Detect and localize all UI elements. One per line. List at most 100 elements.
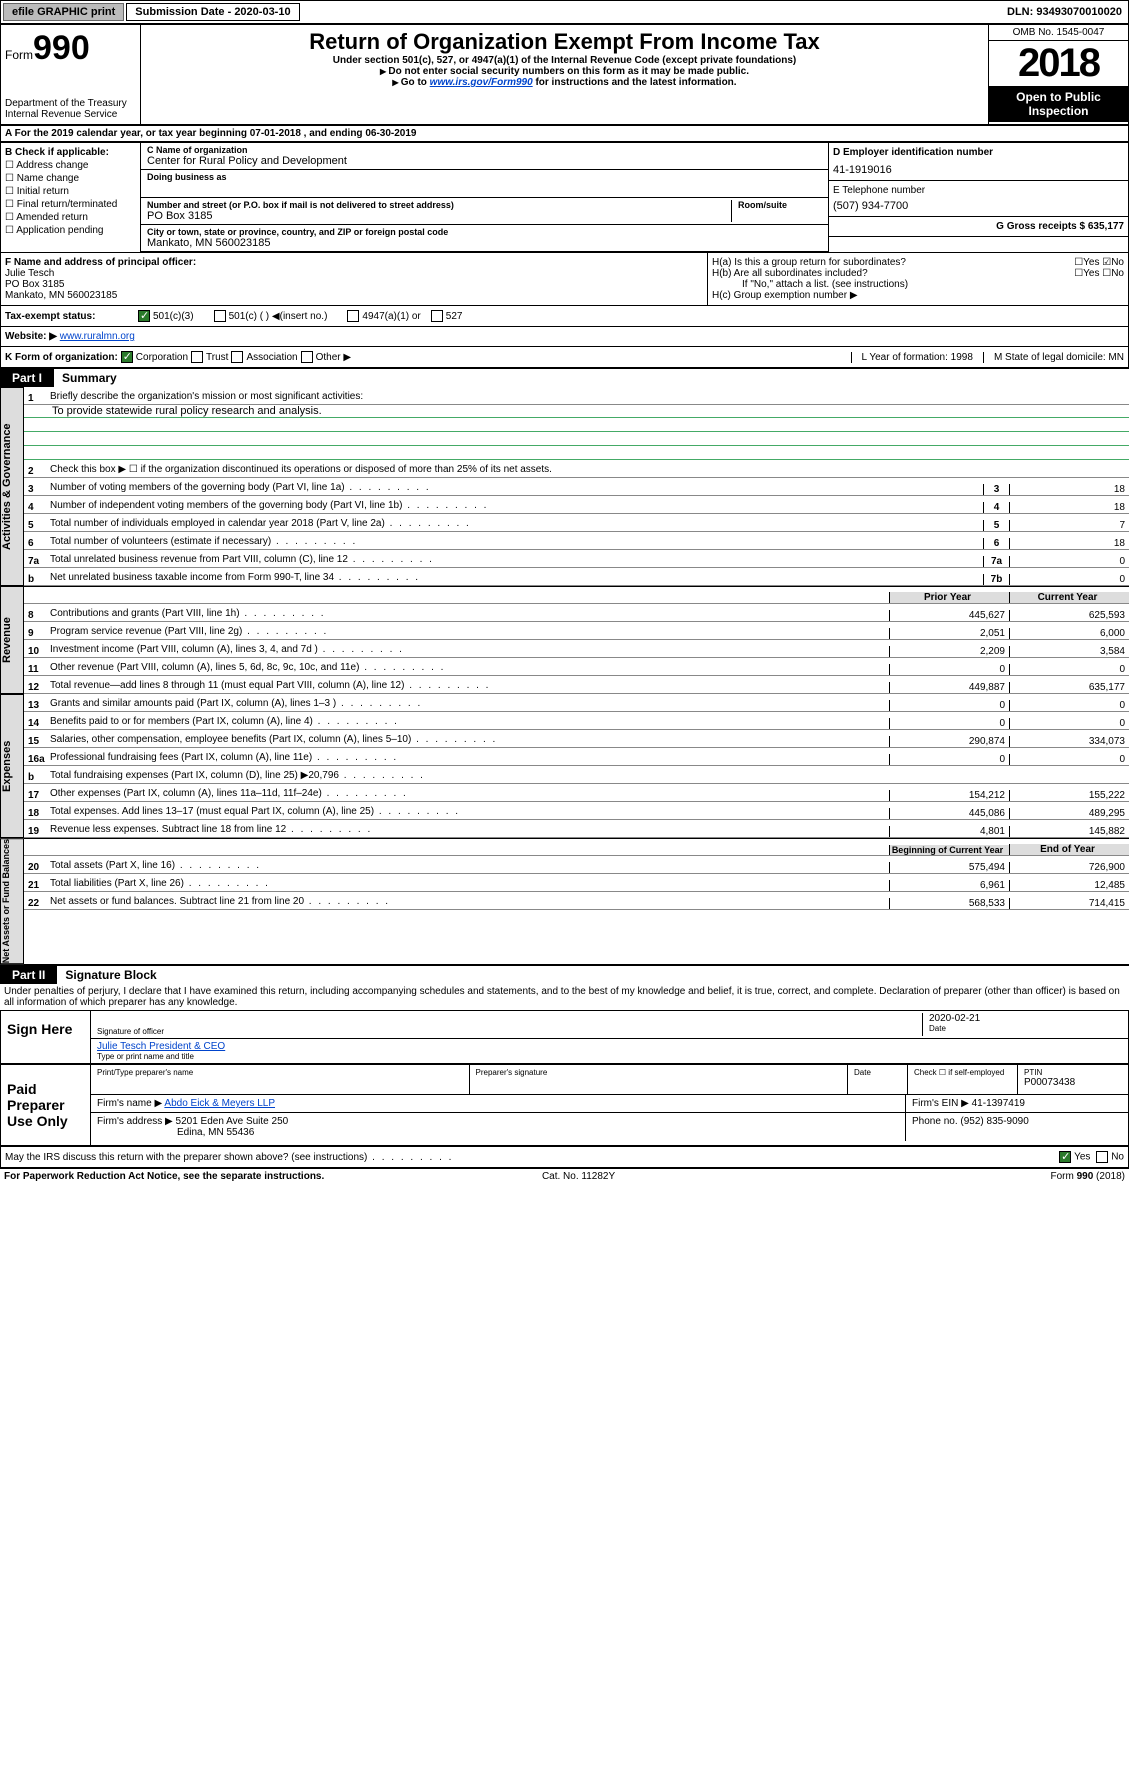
dln-number: DLN: 93493070010020 [1007, 6, 1128, 18]
section-j-website: Website: ▶ www.ruralmn.org [0, 327, 1129, 347]
year-formation: L Year of formation: 1998 [851, 352, 983, 363]
chk-name-change[interactable]: Name change [5, 173, 136, 184]
table-row: 19Revenue less expenses. Subtract line 1… [24, 820, 1129, 838]
chk-assoc[interactable] [231, 351, 243, 363]
self-employed-check[interactable]: Check ☐ if self-employed [914, 1068, 1011, 1077]
officer-group-row: F Name and address of principal officer:… [0, 253, 1129, 306]
chk-final-return[interactable]: Final return/terminated [5, 199, 136, 210]
table-row: bTotal fundraising expenses (Part IX, co… [24, 766, 1129, 784]
table-row: 8Contributions and grants (Part VIII, li… [24, 604, 1129, 622]
omb-number: OMB No. 1545-0047 [989, 25, 1128, 41]
section-f-officer: F Name and address of principal officer:… [1, 253, 708, 305]
part-ii-header: Part II Signature Block [0, 964, 1129, 984]
hdr-prior: Prior Year [889, 592, 1009, 603]
penalty-statement: Under penalties of perjury, I declare th… [0, 984, 1129, 1010]
table-row: 6Total number of volunteers (estimate if… [24, 532, 1129, 550]
table-row: 5Total number of individuals employed in… [24, 514, 1129, 532]
city-value: Mankato, MN 560023185 [147, 237, 822, 249]
table-row: 12Total revenue—add lines 8 through 11 (… [24, 676, 1129, 694]
irs-label: Internal Revenue Service [5, 109, 136, 120]
chk-corp[interactable] [121, 351, 133, 363]
firm-phone: (952) 835-9090 [960, 1116, 1028, 1127]
table-row: 14Benefits paid to or for members (Part … [24, 712, 1129, 730]
gross-receipts: G Gross receipts $ 635,177 [829, 217, 1128, 237]
chk-address-change[interactable]: Address change [5, 160, 136, 171]
discuss-no[interactable] [1096, 1151, 1108, 1163]
table-row: 22Net assets or fund balances. Subtract … [24, 892, 1129, 910]
table-row: 20Total assets (Part X, line 16)575,4947… [24, 856, 1129, 874]
table-row: 17Other expenses (Part IX, column (A), l… [24, 784, 1129, 802]
section-b-checkboxes: B Check if applicable: Address change Na… [1, 143, 141, 252]
form-footer: Form 990 (2018) [1050, 1171, 1124, 1182]
summary-governance: Activities & Governance 1Briefly describ… [0, 387, 1129, 586]
chk-527[interactable] [431, 310, 443, 322]
table-row: 13Grants and similar amounts paid (Part … [24, 694, 1129, 712]
ein-label: D Employer identification number [833, 147, 1124, 158]
vert-revenue: Revenue [0, 586, 24, 694]
discuss-yes[interactable] [1059, 1151, 1071, 1163]
chk-501c3[interactable] [138, 310, 150, 322]
firm-addr1: 5201 Eden Ave Suite 250 [176, 1116, 289, 1127]
cat-no: Cat. No. 11282Y [542, 1171, 615, 1182]
city-label: City or town, state or province, country… [147, 227, 822, 237]
table-row: 9Program service revenue (Part VIII, lin… [24, 622, 1129, 640]
table-row: 10Investment income (Part VIII, column (… [24, 640, 1129, 658]
officer-name[interactable]: Julie Tesch President & CEO [97, 1041, 1122, 1052]
vert-net: Net Assets or Fund Balances [0, 838, 24, 964]
table-row: 7aTotal unrelated business revenue from … [24, 550, 1129, 568]
section-a-tax-year: A For the 2019 calendar year, or tax yea… [0, 125, 1129, 142]
sign-date: 2020-02-21 [929, 1013, 1122, 1024]
table-row: 21Total liabilities (Part X, line 26)6,9… [24, 874, 1129, 892]
table-row: 18Total expenses. Add lines 13–17 (must … [24, 802, 1129, 820]
phone-label: E Telephone number [833, 185, 1124, 196]
firm-name[interactable]: Abdo Eick & Meyers LLP [164, 1098, 275, 1109]
chk-app-pending[interactable]: Application pending [5, 225, 136, 236]
chk-other[interactable] [301, 351, 313, 363]
chk-4947[interactable] [347, 310, 359, 322]
section-k-l: K Form of organization: Corporation Trus… [0, 347, 1129, 369]
tax-year: 2018 [989, 41, 1128, 86]
vert-expenses: Expenses [0, 694, 24, 838]
chk-trust[interactable] [191, 351, 203, 363]
table-row: 15Salaries, other compensation, employee… [24, 730, 1129, 748]
submission-date: Submission Date - 2020-03-10 [126, 3, 299, 21]
chk-501c[interactable] [214, 310, 226, 322]
form-title: Return of Organization Exempt From Incom… [145, 29, 984, 55]
section-h-group: H(a) Is this a group return for subordin… [708, 253, 1128, 305]
vert-governance: Activities & Governance [0, 387, 24, 586]
website-link[interactable]: www.ruralmn.org [60, 331, 135, 342]
table-row: 16aProfessional fundraising fees (Part I… [24, 748, 1129, 766]
efile-print-button[interactable]: efile GRAPHIC print [3, 3, 124, 21]
pra-notice: For Paperwork Reduction Act Notice, see … [4, 1171, 324, 1182]
summary-revenue: Revenue Prior Year Current Year 8Contrib… [0, 586, 1129, 694]
subtitle-3: Go to www.irs.gov/Form990 for instructio… [145, 77, 984, 88]
org-name: Center for Rural Policy and Development [147, 155, 822, 167]
form-header: Form990 Department of the Treasury Inter… [0, 24, 1129, 125]
firm-ein: 41-1397419 [972, 1098, 1025, 1109]
summary-netassets: Net Assets or Fund Balances Beginning of… [0, 838, 1129, 964]
section-i-tax-status: Tax-exempt status: 501(c)(3) 501(c) ( ) … [0, 306, 1129, 327]
phone-value: (507) 934-7700 [833, 196, 1124, 212]
chk-amended[interactable]: Amended return [5, 212, 136, 223]
hdr-current: Current Year [1009, 592, 1129, 603]
subtitle-1: Under section 501(c), 527, or 4947(a)(1)… [145, 55, 984, 66]
line-2: Check this box ▶ ☐ if the organization d… [48, 462, 1129, 477]
chk-initial-return[interactable]: Initial return [5, 186, 136, 197]
summary-expenses: Expenses 13Grants and similar amounts pa… [0, 694, 1129, 838]
top-toolbar: efile GRAPHIC print Submission Date - 20… [0, 0, 1129, 24]
room-label: Room/suite [738, 200, 822, 210]
street-label: Number and street (or P.O. box if mail i… [147, 200, 731, 210]
dba-label: Doing business as [147, 172, 822, 182]
table-row: bNet unrelated business taxable income f… [24, 568, 1129, 586]
table-row: 3Number of voting members of the governi… [24, 478, 1129, 496]
section-c-org-info: C Name of organization Center for Rural … [141, 143, 828, 252]
mission-text: To provide statewide rural policy resear… [24, 405, 1129, 418]
firm-addr2: Edina, MN 55436 [97, 1127, 254, 1138]
table-row: 4Number of independent voting members of… [24, 496, 1129, 514]
street-value: PO Box 3185 [147, 210, 731, 222]
form990-link[interactable]: www.irs.gov/Form990 [430, 77, 533, 88]
footer: For Paperwork Reduction Act Notice, see … [0, 1168, 1129, 1184]
table-row: 11Other revenue (Part VIII, column (A), … [24, 658, 1129, 676]
identity-grid: B Check if applicable: Address change Na… [0, 142, 1129, 253]
subtitle-2: Do not enter social security numbers on … [145, 66, 984, 77]
